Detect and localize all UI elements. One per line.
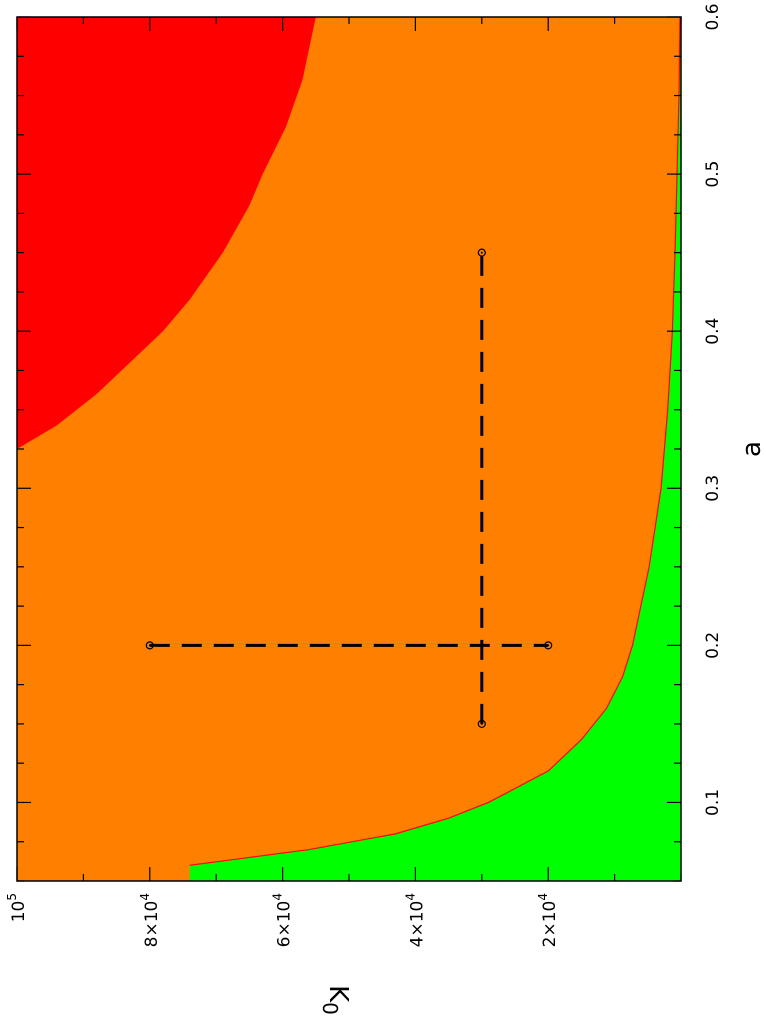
region-red <box>17 17 316 449</box>
y-tick-label-exponent: 5 <box>5 893 19 901</box>
y-tick-label-mantissa: 2×10 <box>540 901 560 948</box>
boundary-green-orange <box>189 16 681 866</box>
x-tick-label: 0.1 <box>703 789 723 816</box>
marker-dot-1 <box>148 644 151 647</box>
y-axis-title-sub: 0 <box>318 1002 342 1015</box>
y-tick-label: 8×104 <box>138 893 162 947</box>
plot-regions <box>17 16 681 881</box>
marker-dot-4 <box>480 251 483 254</box>
dashed-lines <box>149 252 549 724</box>
x-tick-label: 0.5 <box>703 161 723 188</box>
marker-dot-2 <box>547 644 550 647</box>
marker-4 <box>477 248 486 257</box>
x-axis-title: a <box>737 441 766 457</box>
y-tick-label-exponent: 4 <box>138 893 152 901</box>
y-tick-label: 105 <box>5 893 29 922</box>
y-axis-title-main: K <box>323 985 353 1003</box>
x-tick-label: 0.6 <box>703 3 723 30</box>
y-tick-label: 6×104 <box>271 893 295 947</box>
y-tick-label-mantissa: 6×10 <box>275 901 295 948</box>
y-tick-label-mantissa: 10 <box>9 901 29 923</box>
x-tick-label: 0.3 <box>703 475 723 502</box>
marker-1 <box>145 641 154 650</box>
markers <box>145 248 553 729</box>
marker-2 <box>544 641 553 650</box>
x-axis: 0.1 0.2 0.3 0.4 0.5 0.6 <box>17 3 723 882</box>
y-axis-title: K0 <box>318 985 353 1015</box>
y-tick-label-mantissa: 4×10 <box>407 901 427 948</box>
x-axis-title-group: a <box>737 441 766 457</box>
y-tick-label: 2×104 <box>536 893 560 947</box>
y-tick-label: 4×104 <box>403 893 427 947</box>
y-tick-label-mantissa: 8×10 <box>142 901 162 948</box>
y-tick-label-exponent: 4 <box>403 893 417 901</box>
x-tick-label: 0.2 <box>703 632 723 659</box>
y-tick-label-exponent: 4 <box>536 893 550 901</box>
x-tick-label: 0.4 <box>703 318 723 345</box>
marker-dot-3 <box>480 722 483 725</box>
marker-3 <box>477 719 486 729</box>
y-axis-title-group: K0 <box>318 985 353 1015</box>
y-tick-label-exponent: 4 <box>271 893 285 901</box>
